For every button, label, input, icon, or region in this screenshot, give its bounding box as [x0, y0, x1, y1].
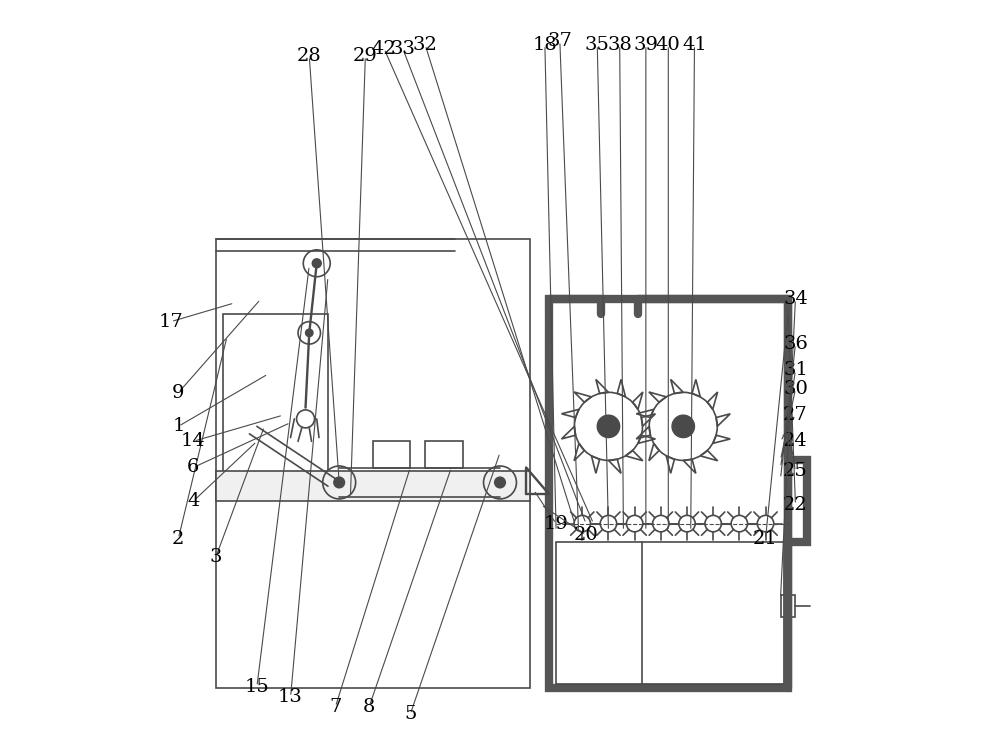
Text: 3: 3	[210, 548, 222, 566]
Text: 14: 14	[181, 432, 206, 450]
Text: 29: 29	[353, 47, 378, 65]
Text: 18: 18	[533, 36, 557, 54]
Text: 1: 1	[172, 417, 185, 435]
Text: 13: 13	[278, 688, 303, 706]
Circle shape	[597, 415, 620, 438]
Text: 4: 4	[187, 492, 200, 510]
Circle shape	[495, 477, 505, 488]
Text: 8: 8	[363, 698, 375, 716]
Text: 22: 22	[783, 496, 808, 514]
Text: 19: 19	[544, 515, 569, 533]
Text: 32: 32	[413, 36, 438, 54]
Text: 31: 31	[783, 361, 808, 379]
Circle shape	[672, 415, 694, 438]
Bar	[788, 460, 807, 542]
Text: 28: 28	[297, 47, 322, 65]
Bar	[216, 239, 530, 688]
Text: 34: 34	[783, 290, 808, 308]
Text: 38: 38	[607, 36, 632, 54]
Bar	[216, 471, 530, 501]
Bar	[425, 441, 463, 468]
Text: 6: 6	[187, 459, 200, 476]
Circle shape	[334, 477, 344, 488]
Text: 41: 41	[682, 36, 707, 54]
Text: 33: 33	[390, 40, 415, 58]
Text: 27: 27	[783, 406, 808, 424]
Bar	[223, 314, 328, 479]
Text: 40: 40	[656, 36, 681, 54]
Text: 35: 35	[585, 36, 610, 54]
Text: 9: 9	[172, 384, 185, 402]
Text: 21: 21	[753, 530, 778, 548]
Text: 37: 37	[547, 32, 572, 50]
Bar	[780, 595, 795, 617]
Bar	[373, 441, 410, 468]
Text: 30: 30	[783, 380, 808, 398]
Text: 25: 25	[783, 462, 808, 480]
Circle shape	[306, 329, 313, 337]
Text: 24: 24	[783, 432, 808, 450]
Text: 7: 7	[329, 698, 342, 716]
Text: 15: 15	[245, 678, 269, 696]
Text: 42: 42	[372, 40, 396, 58]
Circle shape	[312, 259, 321, 268]
Text: 5: 5	[404, 705, 416, 723]
Text: 39: 39	[633, 36, 658, 54]
Text: 20: 20	[574, 526, 598, 544]
Text: 2: 2	[172, 530, 185, 548]
Bar	[556, 542, 784, 684]
Text: 17: 17	[159, 313, 183, 331]
Bar	[549, 299, 788, 688]
Text: 36: 36	[783, 335, 808, 353]
